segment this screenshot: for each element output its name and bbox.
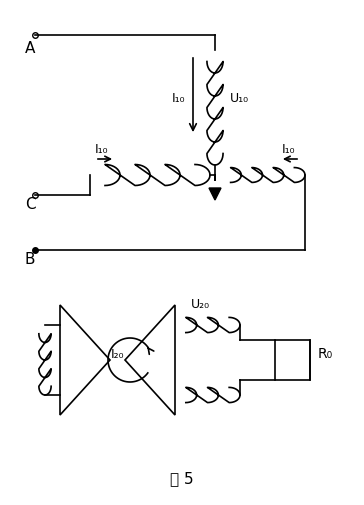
Text: A: A	[25, 41, 35, 56]
Text: U₂₀: U₂₀	[190, 298, 210, 311]
Text: R₀: R₀	[318, 347, 333, 361]
Text: I₁₀: I₁₀	[281, 143, 295, 156]
Text: 图 5: 图 5	[170, 471, 194, 486]
Text: I₂₀: I₂₀	[111, 348, 125, 361]
Text: I₁₀: I₁₀	[171, 92, 185, 106]
Text: B: B	[25, 252, 35, 267]
Text: C: C	[25, 197, 35, 212]
Text: I₁₀: I₁₀	[95, 143, 108, 156]
Polygon shape	[209, 188, 221, 200]
Text: U₁₀: U₁₀	[230, 92, 249, 106]
Bar	[275, 340, 310, 380]
